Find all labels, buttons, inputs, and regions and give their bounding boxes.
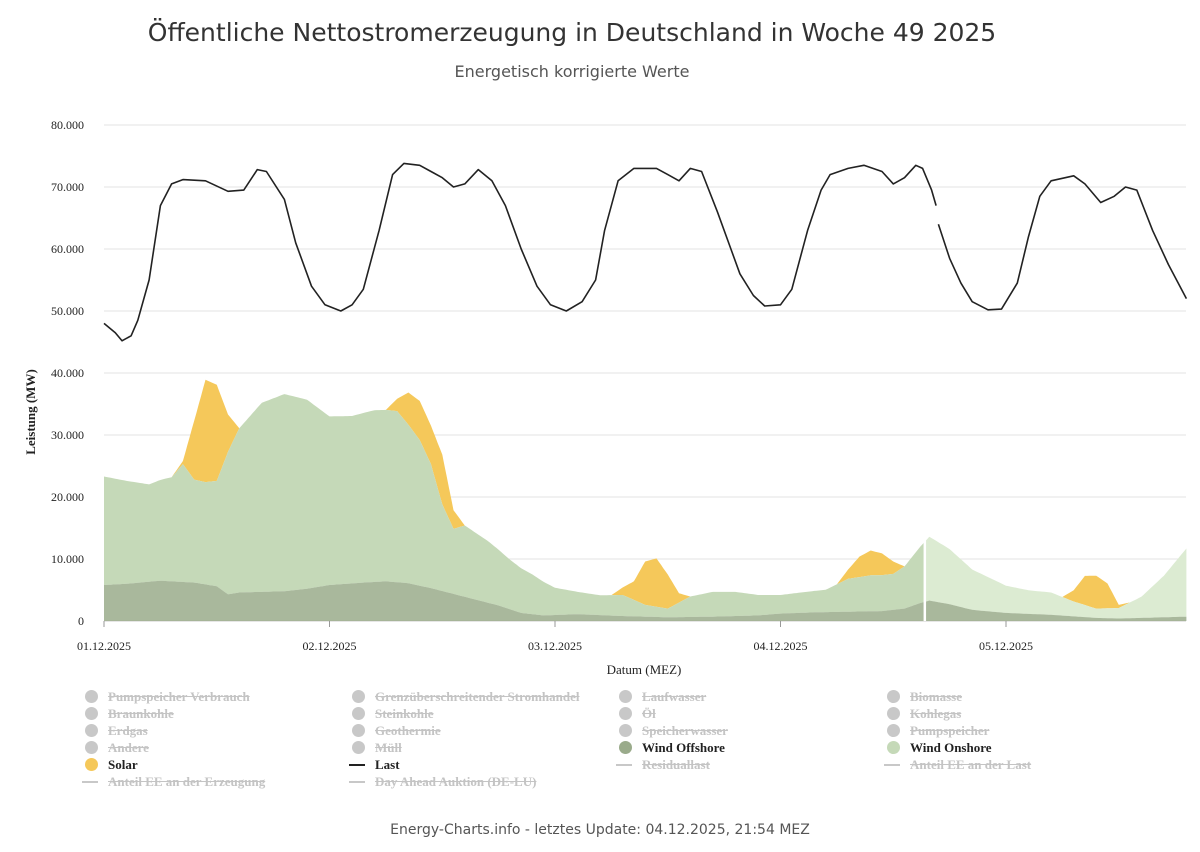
y-tick-label: 20.000 — [51, 490, 84, 504]
legend-label: Biomasse — [910, 688, 962, 704]
load-forecast-line[interactable] — [937, 175, 1188, 311]
legend-item-wind-onshore[interactable]: Wind Onshore — [884, 739, 992, 756]
legend-label: Pumpspeicher — [910, 722, 990, 738]
x-tick-label: 03.12.2025 — [528, 639, 582, 653]
legend-dot-icon — [82, 741, 108, 754]
solar-area[interactable] — [104, 379, 1187, 609]
legend-label: Steinkohle — [375, 705, 434, 721]
legend-item-anteil-ee-an-der-last[interactable]: Anteil EE an der Last — [884, 756, 1031, 773]
legend-item-grenzüberschreitender-stromhandel[interactable]: Grenzüberschreitender Stromhandel — [349, 688, 580, 705]
legend-item-braunkohle[interactable]: Braunkohle — [82, 705, 174, 722]
legend-dot-icon — [884, 724, 910, 737]
legend-item-geothermie[interactable]: Geothermie — [349, 722, 441, 739]
legend-label: Wind Offshore — [642, 739, 725, 755]
legend-label: Pumpspeicher Verbrauch — [108, 688, 250, 704]
legend-label: Wind Onshore — [910, 739, 992, 755]
x-tick-label: 05.12.2025 — [979, 639, 1033, 653]
chart-title: Öffentliche Nettostromerzeugung in Deuts… — [147, 18, 997, 47]
legend-label: Kohlegas — [910, 705, 962, 721]
legend-label: Erdgas — [108, 722, 148, 738]
legend-line-icon — [349, 780, 375, 783]
x-axis-ticks: 01.12.2025 02.12.2025 03.12.2025 04.12.2025… — [77, 621, 1033, 653]
legend-label: Last — [375, 756, 400, 772]
legend-label: Andere — [108, 739, 149, 755]
legend-dot-icon — [82, 690, 108, 703]
wind-onshore-forecast-area[interactable] — [924, 536, 1187, 619]
legend-line-icon — [82, 780, 108, 783]
x-tick-label: 02.12.2025 — [303, 639, 357, 653]
legend-item-pumpspeicher[interactable]: Pumpspeicher — [884, 722, 989, 739]
legend-line-icon — [349, 763, 375, 766]
legend-item-last[interactable]: Last — [349, 756, 400, 773]
legend-item-wind-offshore[interactable]: Wind Offshore — [616, 739, 725, 756]
legend-dot-icon — [616, 724, 642, 737]
y-tick-label: 50.000 — [51, 304, 84, 318]
legend-label: Laufwasser — [642, 688, 707, 704]
wind-offshore-area[interactable] — [104, 580, 1187, 621]
legend-dot-icon — [82, 707, 108, 720]
legend-dot-icon — [884, 707, 910, 720]
legend-label: Solar — [108, 756, 138, 772]
stacked-areas[interactable] — [104, 379, 1187, 621]
y-tick-label: 30.000 — [51, 428, 84, 442]
chart-subtitle: Energetisch korrigierte Werte — [454, 62, 690, 81]
x-axis-label: Datum (MEZ) — [607, 662, 682, 677]
legend-label: Day Ahead Auktion (DE-LU) — [375, 773, 537, 789]
y-tick-label: 40.000 — [51, 366, 84, 380]
legend-line-icon — [884, 763, 910, 766]
load-lines[interactable] — [103, 162, 1188, 342]
legend-line-icon — [616, 763, 642, 766]
legend-item-solar[interactable]: Solar — [82, 756, 138, 773]
legend-label: Grenzüberschreitender Stromhandel — [375, 688, 580, 704]
y-tick-label: 70.000 — [51, 180, 84, 194]
legend-item-müll[interactable]: Müll — [349, 739, 402, 756]
legend-dot-icon — [349, 741, 375, 754]
y-tick-label: 60.000 — [51, 242, 84, 256]
legend-dot-icon — [616, 741, 642, 754]
legend-item-speicherwasser[interactable]: Speicherwasser — [616, 722, 728, 739]
y-tick-label: 80.000 — [51, 118, 84, 132]
legend-label: Anteil EE an der Erzeugung — [108, 773, 266, 789]
legend-item-erdgas[interactable]: Erdgas — [82, 722, 148, 739]
legend-label: Müll — [375, 739, 402, 755]
legend-item-residuallast[interactable]: Residuallast — [616, 756, 710, 773]
footer-update-info: Energy-Charts.info - letztes Update: 04.… — [390, 822, 810, 838]
legend-item-kohlegas[interactable]: Kohlegas — [884, 705, 961, 722]
wind-onshore-area[interactable] — [104, 394, 925, 618]
legend-dot-icon — [349, 690, 375, 703]
chart-canvas[interactable]: 0 10.000 20.000 30.000 40.000 50.000 60.000 70.… — [0, 0, 1200, 700]
legend-item-biomasse[interactable]: Biomasse — [884, 688, 962, 705]
legend-dot-icon — [884, 690, 910, 703]
legend-item-day-ahead-auktion-de-lu-[interactable]: Day Ahead Auktion (DE-LU) — [349, 773, 536, 790]
legend-dot-icon — [82, 758, 108, 771]
legend-label: Residuallast — [642, 756, 710, 772]
legend-item-pumpspeicher-verbrauch[interactable]: Pumpspeicher Verbrauch — [82, 688, 250, 705]
legend-label: Speicherwasser — [642, 722, 728, 738]
legend-item-öl[interactable]: Öl — [616, 705, 656, 722]
legend-item-andere[interactable]: Andere — [82, 739, 149, 756]
legend-dot-icon — [82, 724, 108, 737]
x-tick-label: 01.12.2025 — [77, 639, 131, 653]
legend-dot-icon — [349, 724, 375, 737]
legend-dot-icon — [884, 741, 910, 754]
legend-label: Geothermie — [375, 722, 441, 738]
y-axis-ticks: 0 10.000 20.000 30.000 40.000 50.000 60.000 70.… — [51, 118, 84, 628]
legend-label: Braunkohle — [108, 705, 174, 721]
legend-item-anteil-ee-an-der-erzeugung[interactable]: Anteil EE an der Erzeugung — [82, 773, 265, 790]
legend-item-laufwasser[interactable]: Laufwasser — [616, 688, 706, 705]
y-tick-label: 10.000 — [51, 552, 84, 566]
legend-label: Anteil EE an der Last — [910, 756, 1032, 772]
x-tick-label: 04.12.2025 — [754, 639, 808, 653]
y-axis-label: Leistung (MW) — [23, 369, 38, 455]
legend-label: Öl — [642, 705, 656, 721]
legend-dot-icon — [616, 707, 642, 720]
legend-dot-icon — [616, 690, 642, 703]
load-line[interactable] — [103, 162, 937, 342]
legend-item-steinkohle[interactable]: Steinkohle — [349, 705, 434, 722]
y-tick-label: 0 — [78, 614, 84, 628]
legend-dot-icon — [349, 707, 375, 720]
